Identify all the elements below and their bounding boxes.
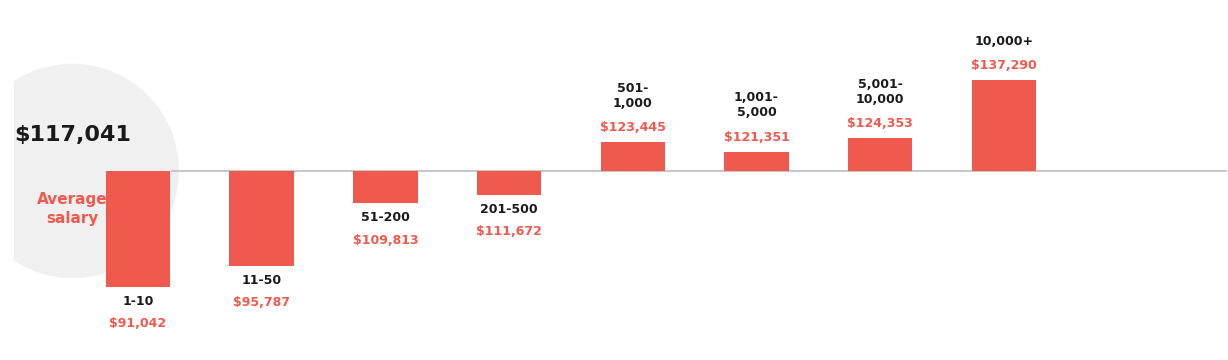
Text: $117,041: $117,041 (14, 125, 130, 145)
Text: 1,001-
5,000: 1,001- 5,000 (734, 91, 779, 119)
Text: Average
salary: Average salary (37, 192, 108, 226)
Text: 1-10: 1-10 (123, 295, 154, 308)
Text: 10,000+: 10,000+ (974, 35, 1034, 48)
Text: $137,290: $137,290 (971, 59, 1036, 72)
Text: $123,445: $123,445 (599, 121, 666, 134)
Bar (849, 138, 912, 171)
Bar (106, 171, 169, 287)
Text: $124,353: $124,353 (847, 117, 914, 130)
Text: $121,351: $121,351 (723, 131, 790, 144)
Bar (600, 142, 664, 171)
Bar (230, 171, 293, 266)
Bar (354, 171, 418, 203)
Bar (971, 81, 1036, 171)
Text: 11-50: 11-50 (242, 274, 281, 287)
Ellipse shape (0, 64, 179, 278)
Text: 51-200: 51-200 (361, 211, 410, 224)
Text: $111,672: $111,672 (476, 225, 542, 238)
Text: 5,001-
10,000: 5,001- 10,000 (856, 78, 905, 105)
Text: $109,813: $109,813 (352, 234, 419, 247)
Text: $95,787: $95,787 (233, 296, 290, 309)
Bar (725, 152, 788, 171)
Text: 201-500: 201-500 (480, 203, 538, 216)
Text: $91,042: $91,042 (109, 318, 167, 330)
Bar (476, 171, 542, 195)
Text: 501-
1,000: 501- 1,000 (613, 82, 652, 110)
